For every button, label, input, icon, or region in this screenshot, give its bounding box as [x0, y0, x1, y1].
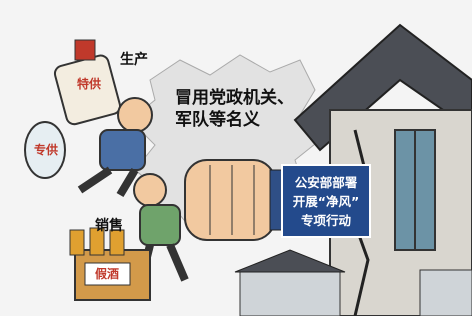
caption-line: 冒用党政机关、	[175, 87, 294, 108]
notice-line: 公安部部署	[295, 175, 358, 190]
bottle-label: 专供	[34, 142, 58, 157]
caption-line: 军队等名义	[175, 109, 260, 130]
illustration: 公安部部署 开展“净风” 专项行动 冒用党政机关、 军队等名义 特供 专供 生产…	[0, 0, 472, 316]
notice-line: 开展“净风”	[293, 194, 359, 209]
box-label: 假酒	[95, 266, 119, 281]
label: 销售	[95, 217, 123, 234]
bottle-label: 特供	[77, 76, 101, 91]
notice-line: 专项行动	[301, 213, 352, 228]
label: 生产	[120, 51, 148, 68]
